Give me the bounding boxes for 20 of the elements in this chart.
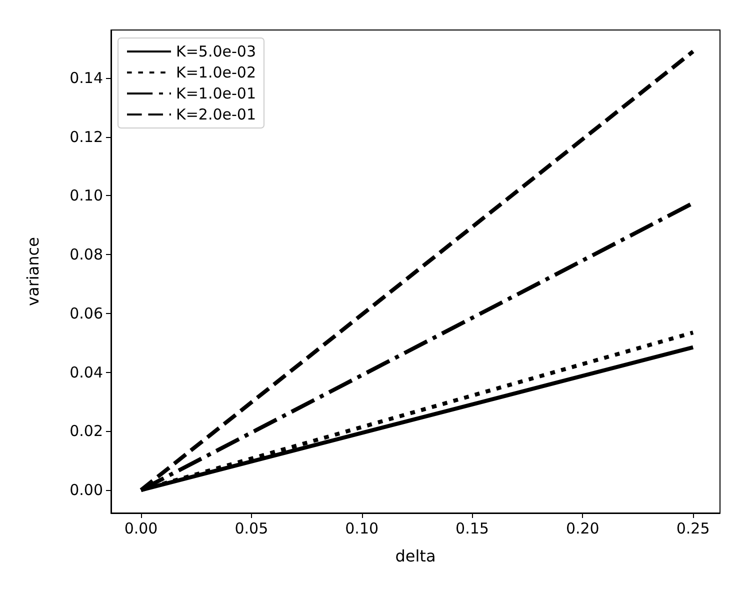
y-tick-label: 0.10 (70, 186, 103, 205)
y-axis-title: variance (24, 237, 42, 306)
legend-label: K=1.0e-02 (176, 64, 256, 82)
x-tick-label: 0.25 (676, 520, 710, 538)
legend-label: K=5.0e-03 (176, 42, 256, 60)
x-tick-label: 0.15 (456, 520, 489, 538)
y-tick-label: 0.12 (70, 128, 103, 146)
x-tick-label: 0.05 (234, 520, 268, 538)
y-tick-label: 0.04 (70, 363, 103, 382)
x-axis-title: delta (395, 546, 436, 566)
y-tick-label: 0.08 (70, 246, 103, 264)
y-tick-label: 0.00 (70, 481, 103, 500)
y-tick-label: 0.02 (70, 422, 103, 440)
legend-label: K=2.0e-01 (176, 106, 256, 124)
legend-label: K=1.0e-01 (176, 84, 256, 102)
x-tick-label: 0.20 (566, 520, 600, 538)
y-tick-label: 0.06 (70, 304, 103, 322)
x-tick-label: 0.10 (345, 520, 379, 538)
x-tick-label: 0.00 (124, 520, 158, 538)
y-tick-label: 0.14 (70, 68, 103, 87)
